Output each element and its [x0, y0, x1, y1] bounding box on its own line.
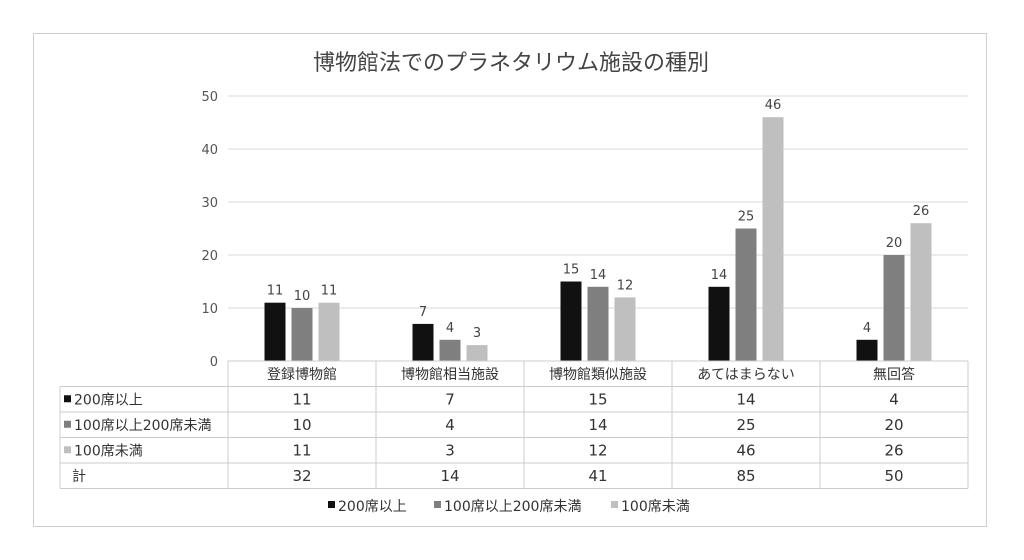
bar: [412, 323, 434, 361]
legend-swatch: [328, 501, 335, 508]
table-cell: 4: [889, 390, 899, 408]
bar: [466, 345, 488, 361]
bar: [910, 223, 932, 361]
bar: [856, 339, 878, 361]
legend-swatch: [611, 501, 618, 508]
table-cell: 14: [588, 416, 607, 434]
table-cell: 20: [884, 416, 903, 434]
bar: [291, 308, 313, 361]
bar: [708, 286, 730, 361]
data-label: 46: [765, 98, 782, 113]
y-tick-label: 30: [201, 196, 218, 211]
bar: [560, 281, 582, 361]
row-marker: [64, 420, 71, 428]
bar: [587, 286, 609, 361]
table-cell: 50: [884, 467, 903, 485]
table-cell: 14: [440, 467, 459, 485]
bar: [264, 302, 286, 361]
data-label: 15: [563, 263, 580, 278]
bar: [439, 339, 461, 361]
table-cell: 12: [588, 441, 607, 459]
table-cell: 26: [884, 441, 903, 459]
data-label: 11: [267, 284, 284, 299]
data-label: 14: [711, 268, 728, 283]
table-cell: 85: [736, 467, 755, 485]
data-label: 4: [863, 321, 871, 336]
x-category-label: 博物館相当施設: [401, 366, 499, 383]
chart-frame: [33, 33, 987, 527]
legend-swatch: [434, 501, 441, 508]
data-label: 4: [446, 321, 454, 336]
bar: [614, 297, 636, 361]
table-cell: 4: [445, 416, 455, 434]
table-cell: 41: [588, 467, 607, 485]
table-row-label: 100席以上200席未満: [74, 418, 211, 434]
grid-layer: 0 10 20 30 40 50: [201, 90, 968, 370]
y-tick-label: 50: [201, 90, 218, 105]
bar: [883, 255, 905, 361]
y-tick-label: 20: [201, 249, 218, 264]
table-cell: 14: [736, 390, 755, 408]
data-label: 7: [419, 305, 427, 320]
legend-label: 200席以上: [338, 499, 407, 515]
table-row-label: 計: [72, 469, 86, 485]
x-category-label: 博物館類似施設: [549, 366, 647, 383]
table-cell: 11: [292, 441, 311, 459]
bar: [762, 117, 784, 361]
x-category-label: 無回答: [873, 366, 915, 383]
bar-layer: 11 10 11 7 4 3 15 14 12 14 25 46 4 20 26: [264, 98, 932, 361]
table-row-label: 200席以上: [74, 392, 143, 408]
data-label: 25: [738, 210, 755, 225]
table-cell: 3: [445, 441, 455, 459]
row-marker: [64, 446, 71, 454]
y-tick-label: 10: [201, 302, 218, 317]
table-cell: 10: [292, 416, 311, 434]
legend-label: 100席以上200席未満: [444, 499, 581, 515]
table-cell: 11: [292, 390, 311, 408]
x-category-label: あてはまらない: [697, 367, 794, 383]
bar: [318, 302, 340, 361]
table-cell: 25: [736, 416, 755, 434]
table-row-label: 100席未満: [74, 443, 143, 459]
x-category-label: 登録博物館: [267, 366, 337, 383]
legend: 200席以上 100席以上200席未満 100席未満: [328, 499, 690, 515]
data-label: 26: [913, 204, 930, 219]
data-label: 3: [473, 326, 481, 341]
data-label: 20: [886, 236, 903, 251]
bar: [735, 228, 757, 361]
data-label: 14: [590, 268, 607, 283]
y-tick-label: 0: [210, 355, 218, 370]
table-cell: 7: [445, 390, 455, 408]
data-table: 登録博物館 博物館相当施設 博物館類似施設 あてはまらない 無回答 200席以上 11 7 15…: [59, 360, 969, 489]
legend-label: 100席未満: [621, 499, 690, 515]
chart-title: 博物館法でのプラネタリウム施設の種別: [313, 51, 709, 76]
table-cell: 32: [292, 467, 311, 485]
row-marker: [64, 395, 71, 403]
table-cell: 46: [736, 441, 755, 459]
data-label: 12: [617, 278, 634, 293]
data-label: 10: [294, 289, 311, 304]
table-cell: 15: [588, 390, 607, 408]
data-label: 11: [321, 284, 338, 299]
y-tick-label: 40: [201, 143, 218, 158]
